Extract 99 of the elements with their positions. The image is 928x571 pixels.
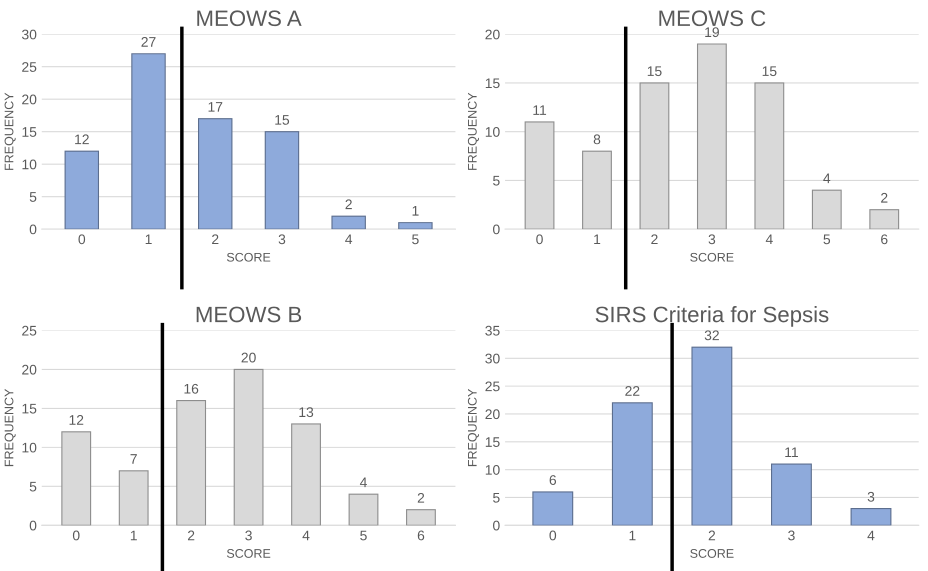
chart-title: MEOWS C <box>659 10 766 26</box>
x-tick-label: 2 <box>188 530 194 540</box>
x-tick-label: 0 <box>549 530 556 540</box>
y-tick-label: 5 <box>30 482 36 492</box>
x-axis-title: SCORE <box>226 549 270 558</box>
data-label: 2 <box>346 199 352 210</box>
y-tick-label: 5 <box>493 492 500 503</box>
y-tick-label: 30 <box>485 354 500 364</box>
data-label: 32 <box>704 330 719 340</box>
x-tick-label: 3 <box>245 530 252 540</box>
data-label: 2 <box>418 492 424 503</box>
x-tick-label: 0 <box>536 234 543 244</box>
data-label: 15 <box>648 66 662 76</box>
y-tick-label: 5 <box>30 192 36 202</box>
chart-title: SIRS Criteria for Sepsis <box>596 306 828 327</box>
x-axis-title: SCORE <box>690 252 734 262</box>
y-tick-label: 20 <box>22 94 36 104</box>
y-tick-label: 25 <box>22 62 36 72</box>
x-tick-label: 5 <box>360 530 367 540</box>
x-axis-title: SCORE <box>226 252 270 262</box>
x-tick-label: 1 <box>146 234 152 244</box>
bar <box>64 150 100 230</box>
bar <box>770 464 812 526</box>
bar <box>612 402 653 526</box>
x-tick-label: 2 <box>708 530 716 540</box>
x-tick-label: 2 <box>212 234 218 244</box>
data-label: 11 <box>533 105 546 115</box>
data-label: 20 <box>242 352 256 363</box>
y-tick-label: 15 <box>486 78 500 88</box>
y-tick-label: 25 <box>22 326 36 336</box>
x-tick-label: 0 <box>72 530 80 540</box>
bar <box>198 118 232 230</box>
y-tick-label: 10 <box>486 464 500 475</box>
y-tick-label: 0 <box>493 520 500 530</box>
y-tick-label: 15 <box>22 127 36 137</box>
x-tick-label: 4 <box>766 234 773 244</box>
y-axis-title: FREQUENCY <box>468 92 479 170</box>
y-tick-label: 25 <box>485 381 500 392</box>
y-tick-label: 0 <box>493 224 500 234</box>
y-tick-label: 5 <box>493 176 500 186</box>
x-tick-label: 4 <box>867 530 874 540</box>
data-label: 17 <box>208 102 222 112</box>
y-tick-label: 20 <box>22 364 36 375</box>
data-label: 13 <box>299 407 314 418</box>
x-tick-label: 6 <box>418 530 424 540</box>
x-tick-label: 4 <box>345 234 352 244</box>
data-label: 6 <box>550 475 556 486</box>
x-tick-label: 1 <box>130 530 137 540</box>
data-label: 7 <box>130 454 137 464</box>
data-label: 3 <box>868 492 874 502</box>
x-tick-label: 2 <box>651 234 658 244</box>
y-axis-title: FREQUENCY <box>4 388 16 466</box>
data-label: 11 <box>785 447 798 458</box>
bar <box>264 131 300 230</box>
x-tick-label: 3 <box>788 530 795 540</box>
y-tick-label: 30 <box>22 30 36 40</box>
y-tick-label: 10 <box>22 442 36 453</box>
x-tick-label: 1 <box>594 234 600 244</box>
x-tick-label: 6 <box>881 234 888 244</box>
y-axis-title: FREQUENCY <box>4 92 16 170</box>
y-tick-label: 10 <box>22 160 36 170</box>
data-label: 1 <box>412 206 419 216</box>
y-tick-label: 35 <box>485 326 500 336</box>
bar <box>398 222 433 230</box>
x-tick-label: 5 <box>412 234 419 244</box>
x-tick-label: 1 <box>630 530 636 540</box>
bar <box>850 508 892 526</box>
data-label: 4 <box>360 478 367 488</box>
data-label: 19 <box>705 27 719 38</box>
x-tick-label: 3 <box>708 234 716 244</box>
y-tick-label: 20 <box>485 409 500 420</box>
data-label: 15 <box>762 66 776 76</box>
bar <box>691 346 732 526</box>
bar <box>131 53 166 230</box>
data-label: 12 <box>70 415 84 425</box>
data-label: 2 <box>881 192 888 203</box>
bar <box>532 491 574 526</box>
data-label: 4 <box>823 174 830 184</box>
data-label: 12 <box>75 134 89 144</box>
bar <box>331 216 366 230</box>
data-label: 16 <box>184 384 198 394</box>
y-tick-label: 15 <box>22 404 36 414</box>
chart-title: MEOWS A <box>197 10 302 26</box>
y-tick-label: 10 <box>486 127 500 137</box>
x-tick-label: 4 <box>302 530 310 540</box>
y-tick-label: 0 <box>30 224 36 234</box>
data-label: 15 <box>275 115 290 125</box>
x-axis-title: SCORE <box>690 549 734 558</box>
data-label: 22 <box>625 386 640 396</box>
x-tick-label: 3 <box>278 234 286 244</box>
y-tick-label: 15 <box>486 437 500 447</box>
y-tick-label: 20 <box>485 30 500 40</box>
data-label: 27 <box>141 37 156 47</box>
x-tick-label: 5 <box>823 234 830 244</box>
x-tick-label: 0 <box>78 234 86 244</box>
data-label: 8 <box>594 134 600 144</box>
y-tick-label: 0 <box>30 520 36 530</box>
chart-title: MEOWS B <box>196 306 302 322</box>
y-axis-title: FREQUENCY <box>468 388 479 466</box>
